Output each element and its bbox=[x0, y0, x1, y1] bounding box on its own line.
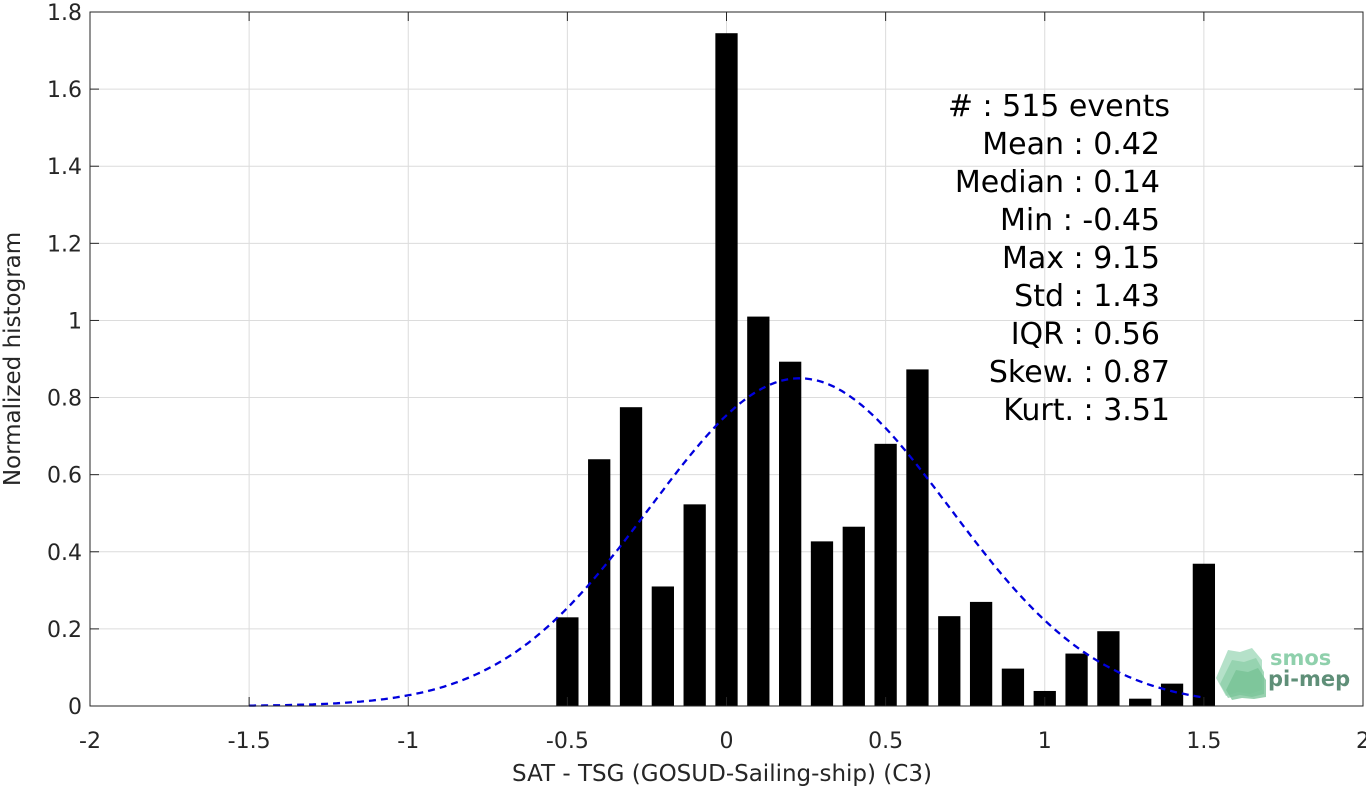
gaussian-fit-curve bbox=[249, 377, 1205, 707]
histogram-bar bbox=[874, 443, 897, 706]
y-tick-label: 1.2 bbox=[47, 232, 82, 257]
stats-mean: Mean : 0.42 bbox=[982, 127, 1160, 162]
histogram-bar bbox=[1129, 698, 1152, 706]
y-tick-label: 1.8 bbox=[47, 1, 82, 26]
x-tick-label: 0 bbox=[720, 729, 734, 754]
histogram-bar bbox=[1160, 683, 1184, 706]
histogram-bar bbox=[1065, 653, 1088, 706]
histogram-bar bbox=[588, 459, 611, 706]
x-axis-label: SAT - TSG (GOSUD-Sailing-ship) (C3) bbox=[512, 761, 932, 786]
y-tick-label: 0 bbox=[68, 695, 82, 720]
logo-text-smos: smos bbox=[1270, 646, 1331, 670]
y-tick-labels: 0 0.2 0.4 0.6 0.8 1 1.2 1.4 1.6 1.8 bbox=[47, 1, 1363, 720]
stats-min: Min : -0.45 bbox=[1000, 203, 1160, 238]
histogram-bar bbox=[1097, 631, 1120, 706]
smos-pi-mep-logo: smos pi-mep bbox=[1216, 646, 1350, 700]
histogram-bar bbox=[810, 541, 834, 706]
histogram-bar bbox=[556, 617, 579, 706]
histogram-bars bbox=[556, 33, 1216, 706]
logo-text-pi-mep: pi-mep bbox=[1268, 667, 1350, 691]
y-tick-label: 0.2 bbox=[47, 618, 82, 643]
histogram-bar bbox=[683, 504, 706, 706]
histogram-bar bbox=[906, 369, 929, 706]
x-tick-label: -1.5 bbox=[228, 729, 271, 754]
stats-median: Median : 0.14 bbox=[955, 165, 1160, 200]
x-tick-label: 0.5 bbox=[868, 729, 903, 754]
histogram-bar bbox=[1001, 668, 1025, 706]
histogram-bar bbox=[1192, 563, 1216, 706]
histogram-bar bbox=[651, 586, 674, 706]
y-tick-label: 0.8 bbox=[47, 387, 82, 412]
histogram-bar bbox=[842, 526, 865, 706]
stats-max: Max : 9.15 bbox=[1002, 241, 1160, 276]
histogram-bar bbox=[619, 407, 643, 706]
y-tick-label: 0.6 bbox=[47, 464, 82, 489]
histogram-bar bbox=[969, 601, 993, 706]
stats-box: # : 515 events Mean : 0.42 Median : 0.14… bbox=[948, 89, 1170, 428]
x-tick-labels: -2 -1.5 -1 -0.5 0 0.5 1 1.5 2 bbox=[79, 12, 1366, 754]
x-tick-label: 2 bbox=[1356, 729, 1366, 754]
stats-skew: Skew. : 0.87 bbox=[989, 355, 1170, 390]
x-tick-label: 1.5 bbox=[1186, 729, 1221, 754]
stats-events: # : 515 events bbox=[948, 89, 1170, 124]
histogram-bar bbox=[779, 361, 802, 706]
x-tick-label: 1 bbox=[1038, 729, 1052, 754]
x-tick-label: -2 bbox=[79, 729, 101, 754]
y-tick-label: 1.6 bbox=[47, 78, 82, 103]
stats-iqr: IQR : 0.56 bbox=[1011, 317, 1160, 352]
y-tick-label: 0.4 bbox=[47, 541, 82, 566]
y-axis-label: Normalized histogram bbox=[0, 232, 26, 486]
histogram-bar bbox=[715, 33, 738, 706]
histogram-bar bbox=[938, 616, 961, 706]
stats-std: Std : 1.43 bbox=[1014, 279, 1160, 314]
x-tick-label: -0.5 bbox=[546, 729, 589, 754]
logo-waves-icon bbox=[1216, 648, 1266, 700]
stats-kurt: Kurt. : 3.51 bbox=[1003, 393, 1170, 428]
y-tick-label: 1.4 bbox=[47, 155, 82, 180]
histogram-bar bbox=[747, 316, 770, 706]
y-tick-label: 1 bbox=[68, 309, 82, 334]
x-tick-label: -1 bbox=[397, 729, 419, 754]
